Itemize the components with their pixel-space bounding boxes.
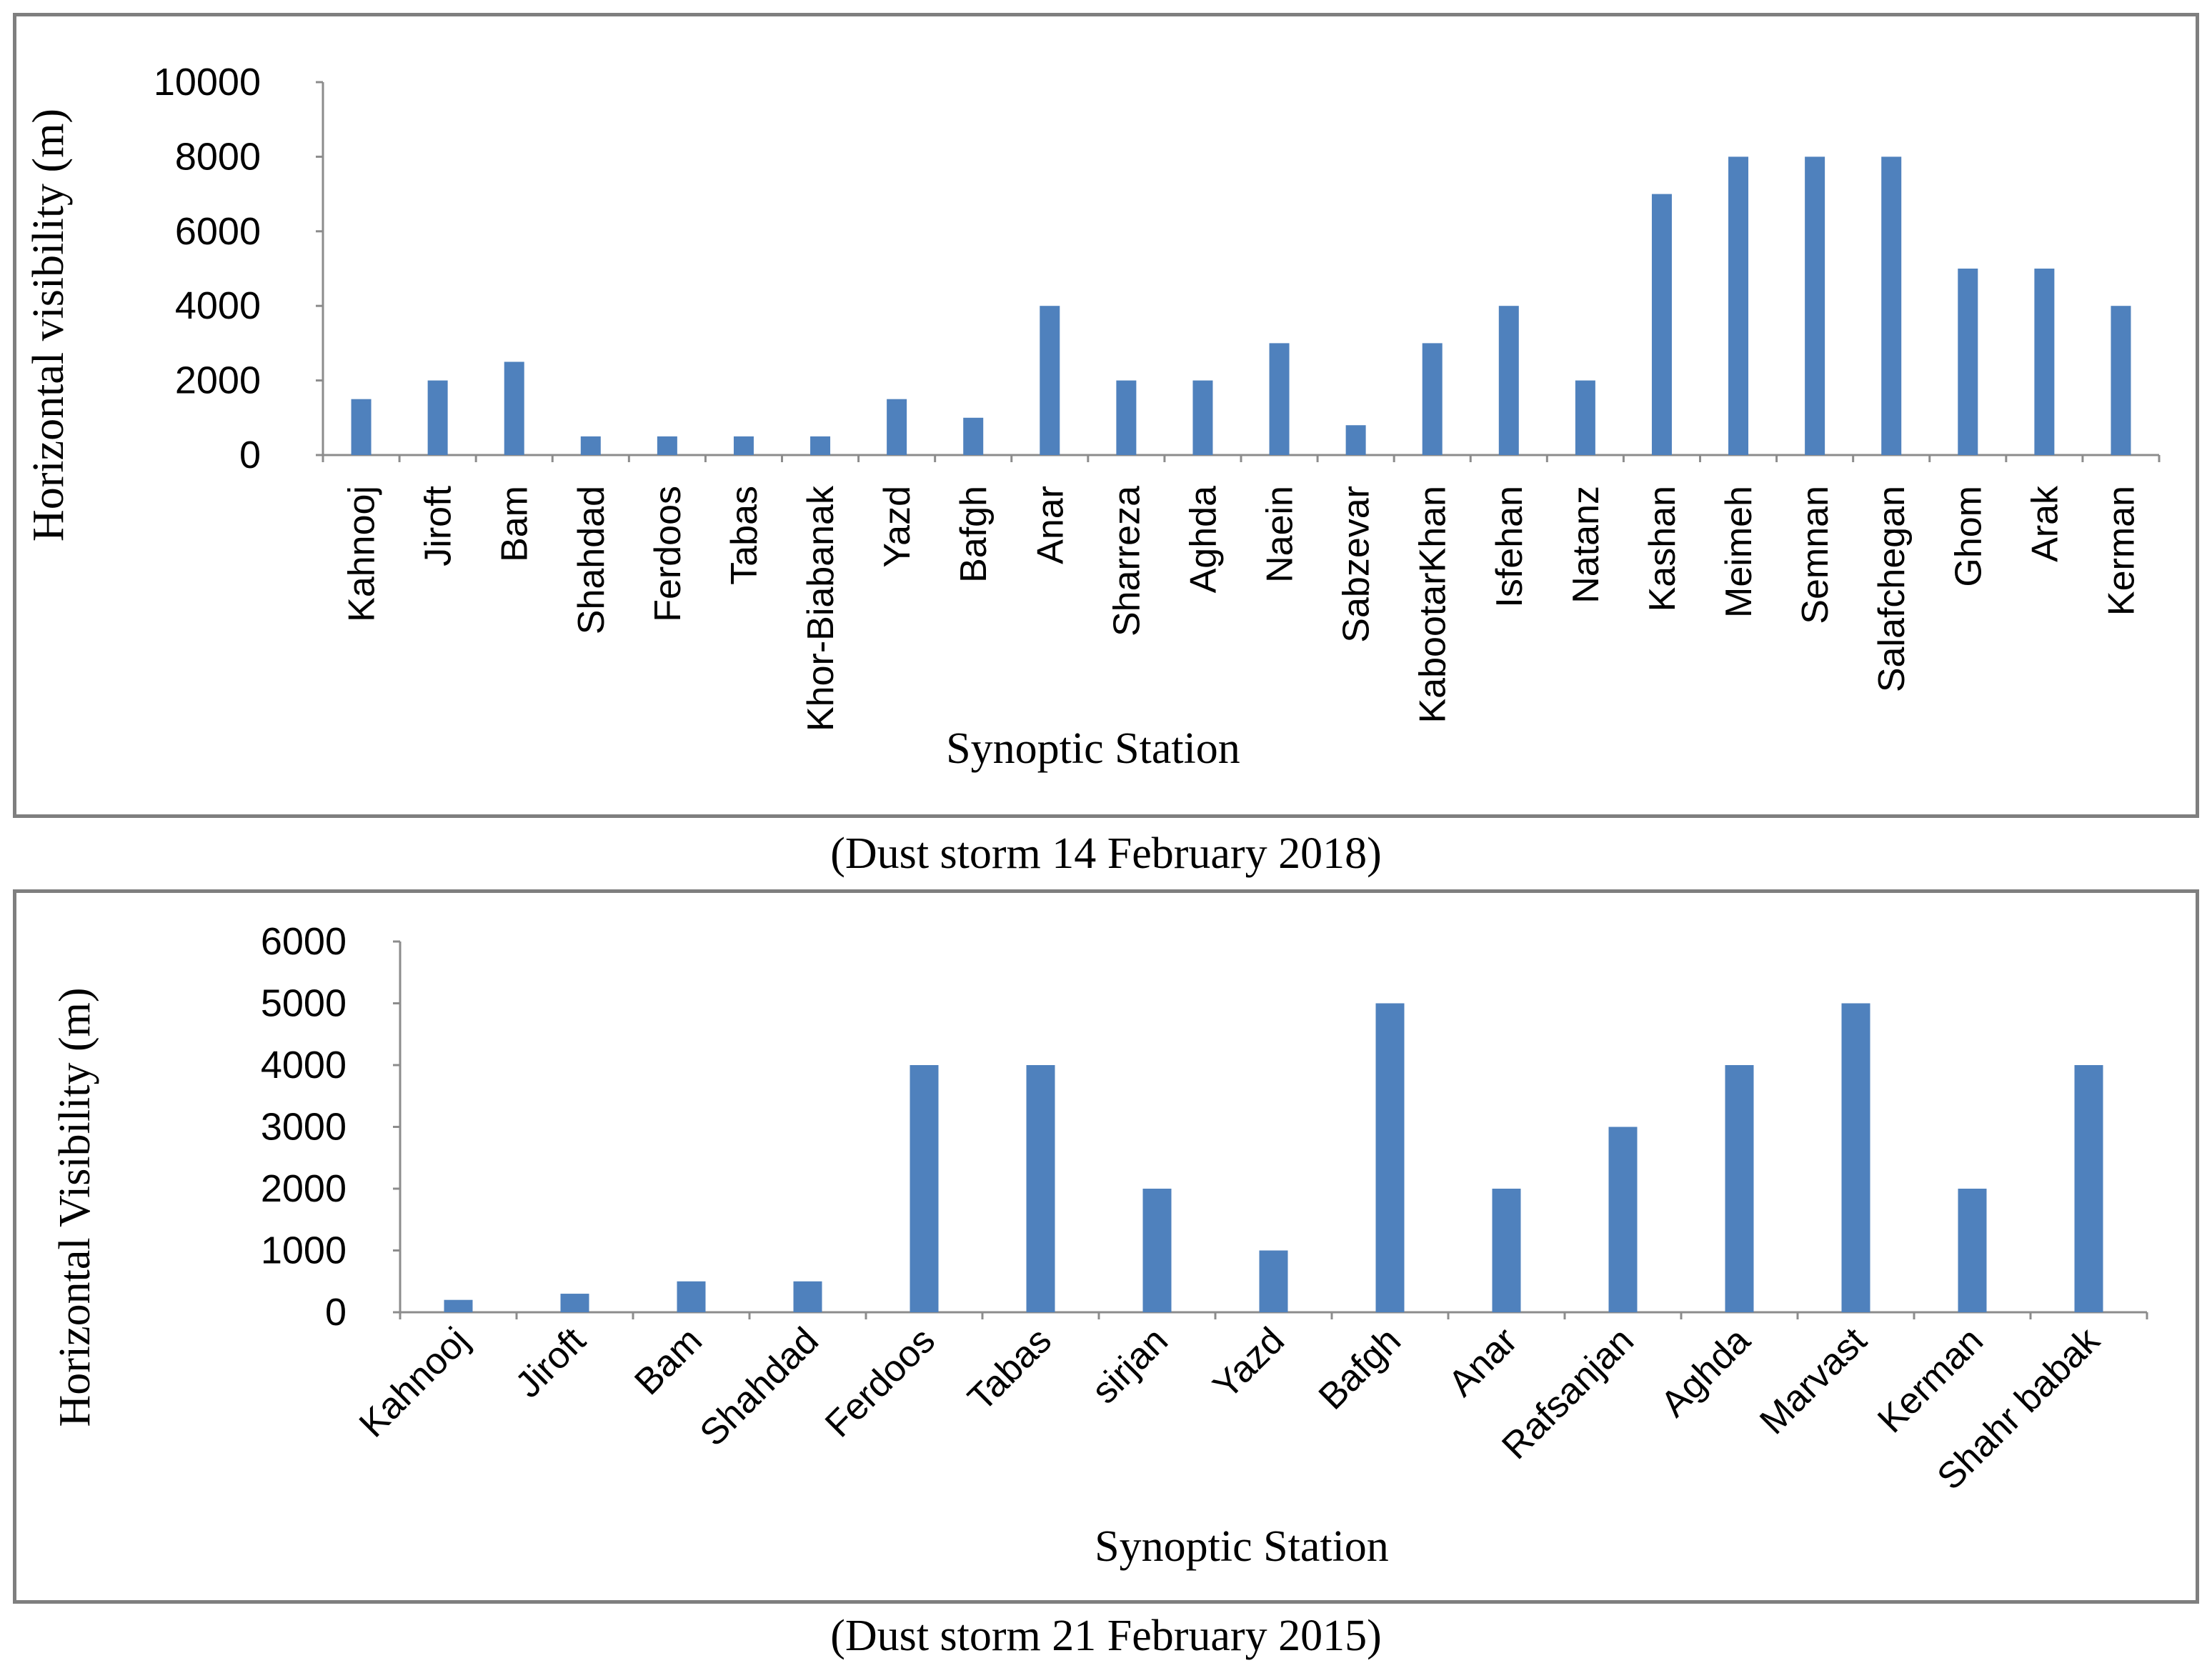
- chart1-x-tick-label: Jiroft: [418, 485, 459, 566]
- chart2-bar: [1026, 1065, 1055, 1312]
- chart1-x-tick-label: Anar: [1030, 486, 1071, 564]
- chart2-y-tick-label: 5000: [261, 982, 347, 1025]
- chart1-x-tick-label: Bafgh: [953, 486, 995, 583]
- chart2-x-tick-label: Ferdoos: [817, 1319, 943, 1445]
- chart1-bar: [1728, 156, 1749, 455]
- chart2-x-tick-label: Shahdad: [692, 1319, 827, 1454]
- chart2-x-tick-label: Bam: [627, 1319, 710, 1403]
- chart1-x-tick-label: Semnan: [1795, 486, 1836, 624]
- chart1-x-tick-label: Natanz: [1565, 486, 1607, 604]
- chart2-bar: [1492, 1189, 1521, 1312]
- chart1-bar: [504, 361, 524, 455]
- chart1-bar: [963, 417, 984, 455]
- chart1-bar: [1040, 306, 1060, 455]
- chart1-x-tick-label: Ghom: [1948, 486, 1989, 587]
- chart1-bar: [1269, 343, 1290, 455]
- chart1-x-tick-label: Yazd: [877, 486, 918, 568]
- chart2-bar: [1608, 1127, 1638, 1312]
- chart2-y-tick-label: 4000: [261, 1044, 347, 1087]
- chart2-bar: [1841, 1003, 1870, 1312]
- chart1-y-tick-label: 4000: [175, 284, 261, 327]
- chart2-x-tick-label: Anar: [1440, 1319, 1525, 1404]
- chart1-bar: [2034, 269, 2055, 455]
- chart2-frame: [13, 889, 2199, 1604]
- chart2-bar: [1142, 1189, 1172, 1312]
- chart2-x-tick-label: Kahnooj: [352, 1319, 477, 1445]
- chart1-frame: [13, 13, 2199, 818]
- chart1-bar: [1805, 156, 1825, 455]
- chart2-x-tick-label: Jiroft: [507, 1319, 594, 1406]
- chart1-x-tick-label: Kahnooj: [342, 486, 383, 622]
- chart2-x-tick-label: Bafgh: [1311, 1319, 1409, 1417]
- chart1-bar: [657, 436, 677, 455]
- chart1-x-tick-label: Naein: [1260, 486, 1301, 583]
- chart1-bar: [2111, 306, 2131, 455]
- chart1-bar: [887, 399, 907, 455]
- chart2-bar: [1725, 1065, 1754, 1312]
- chart2-y-tick-label: 2000: [261, 1167, 347, 1210]
- chart2-bar: [560, 1294, 589, 1312]
- chart1-x-tick-label: Aghda: [1182, 486, 1224, 593]
- chart2-x-tick-label: Marvast: [1752, 1319, 1875, 1442]
- chart2-bar: [677, 1281, 706, 1312]
- chart1-bar: [1498, 306, 1519, 455]
- chart1-x-tick-label: Tabas: [724, 486, 765, 585]
- chart1-x-tick-label: Khor-Biabanak: [800, 485, 842, 731]
- chart1-y-tick-label: 8000: [175, 135, 261, 178]
- chart2-x-tick-label: Tabas: [960, 1319, 1060, 1419]
- chart1-x-tick-label: Sharreza: [1106, 486, 1147, 636]
- chart2-bar: [1958, 1189, 1987, 1312]
- chart2-x-tick-label: Aghda: [1653, 1319, 1758, 1424]
- chart1-bar: [1651, 194, 1672, 455]
- chart1-y-tick-label: 2000: [175, 359, 261, 402]
- chart1-x-tick-label: KabootarKhan: [1413, 486, 1454, 724]
- chart1-y-tick-label: 6000: [175, 210, 261, 253]
- chart1-bar: [1192, 380, 1213, 455]
- chart1-y-tick-label: 0: [239, 434, 261, 476]
- chart1-bar: [1575, 380, 1595, 455]
- chart1-caption: (Dust storm 14 February 2018): [830, 829, 1382, 878]
- chart1-bar: [1116, 380, 1137, 455]
- chart2-bar: [793, 1281, 822, 1312]
- chart1-bar: [351, 399, 372, 455]
- chart1-x-tick-label: Ferdoos: [647, 486, 689, 622]
- chart1-x-tick-label: Shahdad: [571, 486, 612, 634]
- chart1-y-axis-title: Horizontal visibility (m): [24, 109, 73, 541]
- chart1-x-tick-label: Kerman: [2101, 486, 2142, 616]
- chart1-x-tick-label: Bam: [494, 486, 536, 562]
- chart1-bar: [580, 436, 601, 455]
- chart2-bar: [1259, 1250, 1288, 1312]
- chart1-x-tick-label: Arak: [2024, 485, 2066, 562]
- chart2-caption: (Dust storm 21 February 2015): [830, 1612, 1382, 1660]
- chart1-x-tick-label: Sabzevar: [1336, 486, 1377, 643]
- chart2-bar: [444, 1299, 473, 1312]
- chart1-bar: [1958, 269, 1978, 455]
- chart2-y-axis-title: Horizontal Visibility (m): [51, 987, 99, 1427]
- chart2-bar: [1375, 1003, 1405, 1312]
- chart2-x-tick-label: Yazd: [1205, 1319, 1292, 1407]
- chart2-x-axis-title: Synoptic Station: [1095, 1522, 1389, 1571]
- chart1-x-tick-label: Kashan: [1642, 486, 1683, 611]
- chart2-bar: [910, 1065, 939, 1312]
- chart2-y-tick-label: 3000: [261, 1106, 347, 1149]
- chart1-y-tick-label: 10000: [154, 61, 261, 104]
- chart1-x-axis-title: Synoptic Station: [946, 724, 1240, 773]
- chart1-x-tick-label: Salafchegan: [1871, 486, 1913, 692]
- chart1-bar: [810, 436, 831, 455]
- chart2-y-tick-label: 0: [325, 1291, 347, 1334]
- chart2-y-tick-label: 1000: [261, 1229, 347, 1272]
- chart2-y-tick-label: 6000: [261, 920, 347, 963]
- chart2-x-tick-label: sirjan: [1084, 1319, 1176, 1412]
- chart2-x-tick-label: Kerman: [1870, 1319, 1991, 1441]
- chart1-bar: [733, 436, 754, 455]
- chart1-bar: [427, 380, 448, 455]
- chart1-bar: [1881, 156, 1902, 455]
- chart1-x-tick-label: Meimeh: [1718, 486, 1760, 618]
- chart1-x-tick-label: Isfehan: [1489, 486, 1530, 608]
- chart1-bar: [1345, 425, 1366, 455]
- chart2-bar: [2074, 1065, 2103, 1312]
- chart1-bar: [1422, 343, 1443, 455]
